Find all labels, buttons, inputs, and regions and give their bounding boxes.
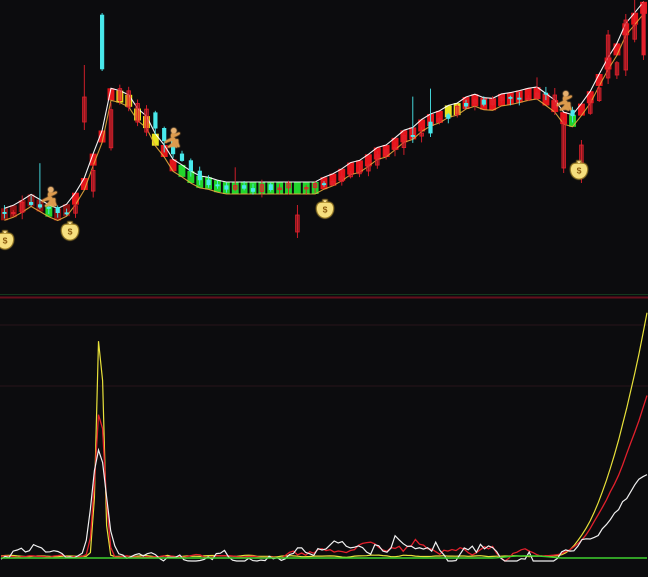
svg-text:$: $ [68,226,73,236]
svg-text:$: $ [323,204,328,214]
svg-text:$: $ [577,165,582,175]
svg-text:$: $ [3,235,8,245]
